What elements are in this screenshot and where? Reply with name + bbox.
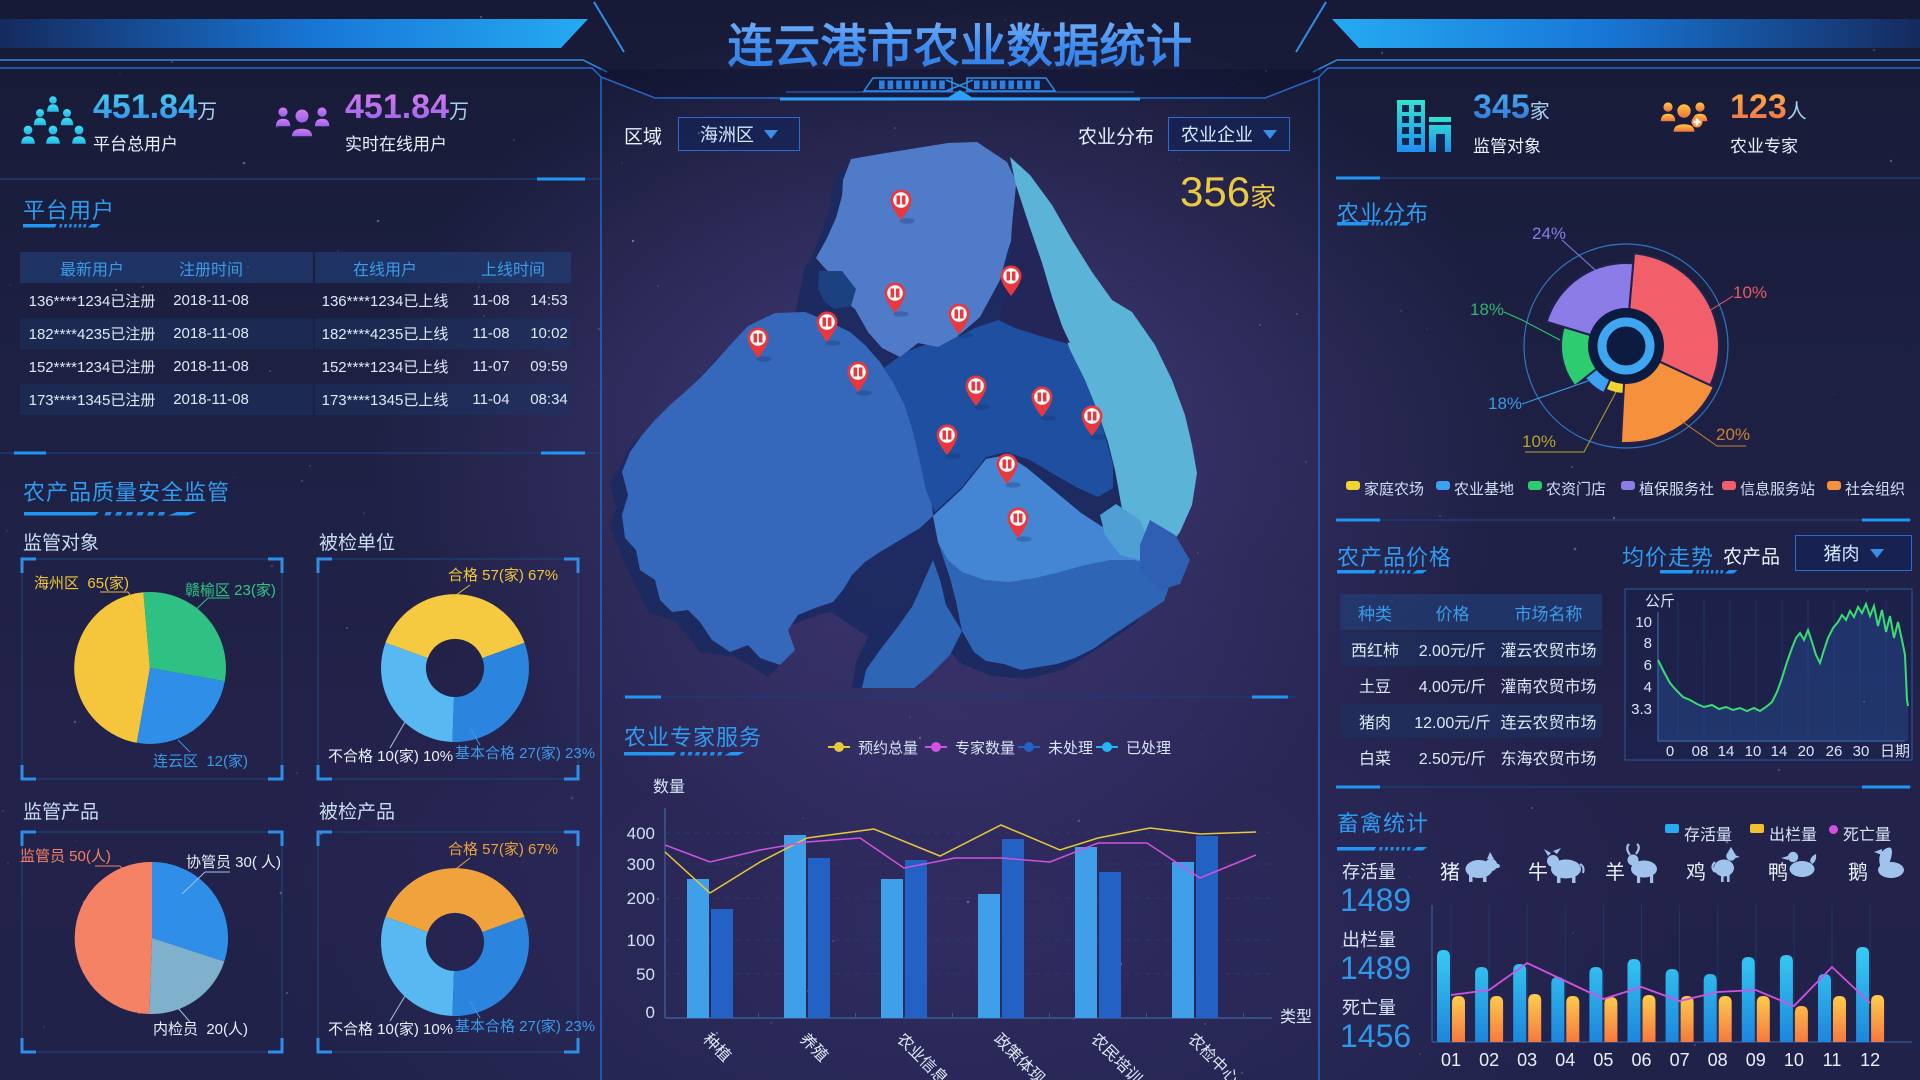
svg-text:数量: 数量 [653,778,685,796]
svg-text:14: 14 [1718,743,1735,760]
svg-text:10: 10 [1784,1050,1804,1070]
svg-text:10: 10 [1635,614,1652,631]
svg-text:预约总量: 预约总量 [858,740,918,757]
svg-text:农业信息: 农业信息 [893,1030,951,1080]
svg-text:已处理: 已处理 [1126,740,1171,757]
svg-text:未处理: 未处理 [1048,740,1093,757]
svg-text:08: 08 [1708,1050,1728,1070]
svg-text:03: 03 [1517,1050,1537,1070]
svg-text:01: 01 [1441,1050,1461,1070]
svg-text:07: 07 [1670,1050,1690,1070]
svg-text:200: 200 [627,889,655,908]
svg-text:农民培训: 农民培训 [1087,1030,1145,1080]
svg-text:400: 400 [627,824,655,843]
svg-text:养殖: 养殖 [796,1030,831,1065]
svg-text:14: 14 [1771,743,1788,760]
svg-text:6: 6 [1644,657,1652,674]
svg-text:专家数量: 专家数量 [955,740,1015,757]
svg-text:26: 26 [1826,743,1843,760]
svg-text:20: 20 [1798,743,1815,760]
svg-text:12: 12 [1860,1050,1880,1070]
svg-text:30: 30 [1853,743,1870,760]
svg-text:0: 0 [646,1003,655,1022]
svg-text:日期: 日期 [1880,743,1910,760]
svg-text:05: 05 [1593,1050,1613,1070]
svg-text:种植: 种植 [699,1030,734,1065]
svg-text:10: 10 [1745,743,1762,760]
svg-text:11: 11 [1823,1050,1842,1070]
svg-text:公斤: 公斤 [1645,593,1675,610]
svg-text:农检中心: 农检中心 [1184,1030,1242,1080]
svg-text:3.3: 3.3 [1631,701,1652,718]
svg-text:100: 100 [627,931,655,950]
svg-text:50: 50 [636,965,655,984]
svg-text:06: 06 [1631,1050,1651,1070]
svg-text:8: 8 [1644,635,1652,652]
svg-text:04: 04 [1555,1050,1575,1070]
svg-text:类型: 类型 [1280,1008,1312,1026]
svg-text:300: 300 [627,855,655,874]
svg-text:0: 0 [1666,743,1674,760]
svg-text:政策体现: 政策体现 [990,1030,1048,1080]
svg-text:02: 02 [1479,1050,1499,1070]
svg-text:08: 08 [1692,743,1709,760]
svg-text:4: 4 [1644,679,1652,696]
svg-text:09: 09 [1746,1050,1766,1070]
